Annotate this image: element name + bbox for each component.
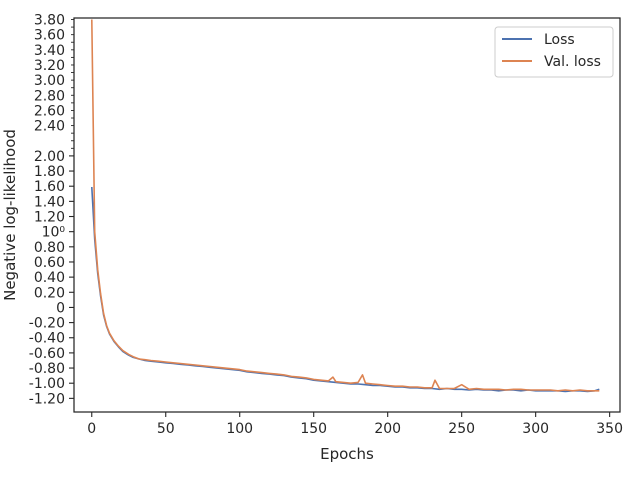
y-axis: -1.20-1.00-0.80-0.60-0.40-0.2000.200.400… [29, 13, 74, 407]
legend-label-loss: Loss [544, 32, 575, 48]
legend: Loss Val. loss [494, 26, 614, 78]
x-tick-label: 50 [157, 421, 175, 437]
series-line-0 [91, 186, 600, 393]
y-tick-label: 1.80 [34, 164, 65, 180]
y-tick-label: -0.40 [29, 331, 65, 347]
y-tick-label: -1.00 [29, 376, 65, 392]
y-tick-label: 1.40 [34, 194, 65, 210]
x-tick-label: 250 [448, 421, 475, 437]
y-tick-label: 0 [56, 300, 65, 316]
legend-label-val-loss: Val. loss [544, 54, 601, 70]
series-lines [91, 19, 600, 393]
x-tick-label: 150 [300, 421, 327, 437]
y-tick-label: 3.80 [34, 13, 65, 29]
x-tick-label: 200 [374, 421, 401, 437]
y-tick-label: -1.20 [29, 391, 65, 407]
x-tick-label: 350 [596, 421, 623, 437]
y-tick-label: 2.80 [34, 88, 65, 104]
y-tick-label: 3.40 [34, 43, 65, 59]
y-tick-label: 0.60 [34, 255, 65, 271]
y-tick-label: 3.20 [34, 58, 65, 74]
x-tick-label: 100 [226, 421, 253, 437]
y-tick-label: 2.40 [34, 119, 65, 135]
y-tick-label: 2.60 [34, 103, 65, 119]
y-tick-label: -0.20 [29, 316, 65, 332]
x-axis: 0 50 100 150 200 250 300 350 [87, 412, 623, 437]
y-tick-label: 1.60 [34, 179, 65, 195]
y-tick-label: 3.60 [34, 28, 65, 44]
plot-frame [73, 17, 621, 413]
x-tick-label: 300 [522, 421, 549, 437]
x-axis-label: Epochs [320, 445, 374, 463]
y-tick-label: 0.80 [34, 240, 65, 256]
y-tick-label: 0.40 [34, 270, 65, 286]
y-tick-label: 3.00 [34, 73, 65, 89]
y-tick-label: 1.20 [34, 210, 65, 226]
y-axis-label: Negative log-likelihood [1, 129, 19, 301]
y-tick-label: 2.00 [34, 149, 65, 165]
y-tick-label: -0.60 [29, 346, 65, 362]
y-tick-label: -0.80 [29, 361, 65, 377]
x-tick-label: 0 [87, 421, 96, 437]
y-tick-label: 0.20 [34, 285, 65, 301]
series-line-1 [91, 19, 600, 392]
y-tick-label: 10⁰ [42, 225, 66, 241]
